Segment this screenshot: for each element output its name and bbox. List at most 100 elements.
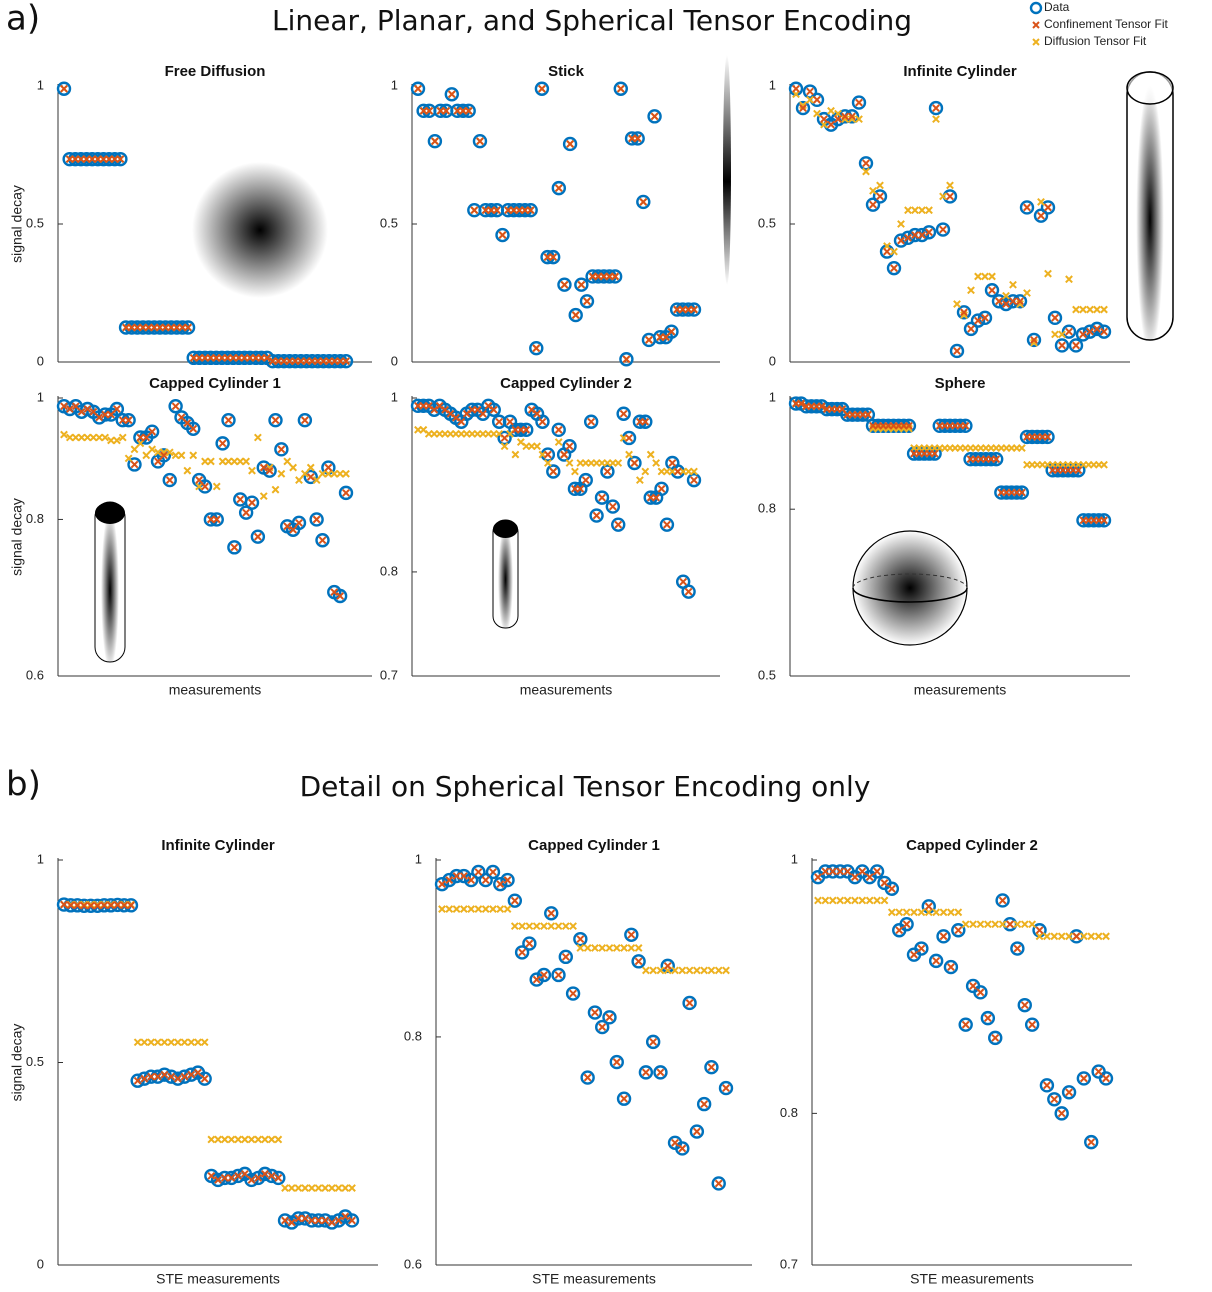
fit-point xyxy=(932,104,940,112)
fit-point xyxy=(939,908,948,917)
fit-point xyxy=(538,84,546,93)
fit-point xyxy=(177,451,186,460)
data-point xyxy=(605,499,621,514)
fit-point xyxy=(700,1100,709,1109)
data-point xyxy=(558,949,573,965)
fit-point xyxy=(1030,336,1038,344)
fit-point xyxy=(843,867,852,876)
fit-point xyxy=(598,944,607,952)
fit-point xyxy=(911,231,919,239)
fit-point xyxy=(100,901,109,910)
fit-point xyxy=(995,297,1003,306)
fit-point xyxy=(641,1068,650,1077)
fit-point xyxy=(489,905,497,913)
data-point xyxy=(951,923,966,938)
data-point xyxy=(921,225,937,240)
fit-point xyxy=(619,409,628,418)
fit-point xyxy=(1009,297,1017,306)
fit-point xyxy=(576,944,585,952)
fit-point xyxy=(526,206,535,215)
fit-point xyxy=(445,876,454,884)
free-diffusion-icon xyxy=(192,162,328,298)
fit-point xyxy=(1006,920,1014,929)
fit-point xyxy=(848,115,856,124)
fit-point xyxy=(106,901,115,910)
fit-point xyxy=(1035,932,1044,941)
fit-point xyxy=(60,402,68,411)
fit-point xyxy=(661,333,670,342)
fit-point xyxy=(862,159,870,168)
data-point xyxy=(514,945,530,960)
data-point xyxy=(573,931,588,947)
y-tick-label: 0.7 xyxy=(780,1256,798,1271)
fit-point xyxy=(821,867,830,876)
fit-point xyxy=(214,1135,222,1144)
fit-point xyxy=(646,450,655,459)
fit-point xyxy=(438,905,446,913)
fit-point xyxy=(201,457,209,466)
fit-point xyxy=(511,450,520,459)
fit-point xyxy=(306,463,315,472)
fit-point xyxy=(834,115,842,124)
data-point xyxy=(991,294,1007,309)
data-point xyxy=(613,81,628,96)
y-axis-label: signal decay xyxy=(9,1024,25,1102)
fit-point xyxy=(649,966,658,975)
fit-point xyxy=(142,433,151,442)
data-point xyxy=(696,1096,712,1112)
data-point xyxy=(884,881,900,896)
fit-point xyxy=(254,1174,263,1182)
data-point xyxy=(309,512,324,527)
data-point xyxy=(56,81,72,96)
y-tick-label: 0.5 xyxy=(380,215,398,230)
y-tick-label: 0 xyxy=(37,1256,44,1271)
fit-point xyxy=(289,525,298,534)
y-tick-label: 1 xyxy=(37,389,44,404)
fit-point xyxy=(841,115,849,124)
fit-point xyxy=(330,469,339,478)
fit-point xyxy=(635,476,644,485)
y-tick-label: 1 xyxy=(791,851,798,866)
fit-point xyxy=(890,264,898,273)
fit-point xyxy=(234,1135,243,1144)
fit-point xyxy=(671,1138,679,1147)
fit-point xyxy=(954,926,963,935)
fit-point xyxy=(1043,433,1052,441)
fit-point xyxy=(247,1135,256,1144)
fit-point xyxy=(189,424,198,433)
data-point xyxy=(1076,1071,1092,1086)
fit-point xyxy=(180,1072,189,1081)
fit-point xyxy=(452,872,461,880)
data-point xyxy=(1017,997,1032,1013)
fit-point xyxy=(880,896,889,905)
fit-point xyxy=(236,457,245,466)
fit-point xyxy=(267,1135,276,1144)
fit-point xyxy=(522,425,531,434)
subplot: 0.6 0.8 1 Capped Cylinder 1 STE measurements xyxy=(404,837,752,1287)
fit-point xyxy=(1093,324,1101,333)
fit-point xyxy=(1093,305,1101,314)
data-point xyxy=(227,540,242,555)
fit-point xyxy=(336,592,345,600)
data-point xyxy=(589,508,604,523)
fit-point xyxy=(843,896,852,905)
data-point xyxy=(998,296,1014,312)
fit-point xyxy=(981,272,989,281)
fit-point xyxy=(77,407,86,416)
data-point xyxy=(1061,324,1077,339)
fit-point xyxy=(611,272,620,281)
data-point xyxy=(682,995,697,1011)
data-point xyxy=(718,1080,734,1096)
fit-point xyxy=(960,311,968,319)
fit-point xyxy=(814,873,822,882)
data-point xyxy=(127,457,142,472)
subplot: 0 0.5 1 Infinite Cylinder xyxy=(758,63,1130,368)
fit-point xyxy=(583,297,591,306)
fit-point xyxy=(430,137,439,146)
fit-point xyxy=(538,417,547,426)
fit-point xyxy=(612,944,621,952)
fit-point xyxy=(991,920,1000,929)
data-point xyxy=(410,81,426,96)
fit-point xyxy=(1016,300,1024,308)
data-point xyxy=(675,1141,690,1156)
